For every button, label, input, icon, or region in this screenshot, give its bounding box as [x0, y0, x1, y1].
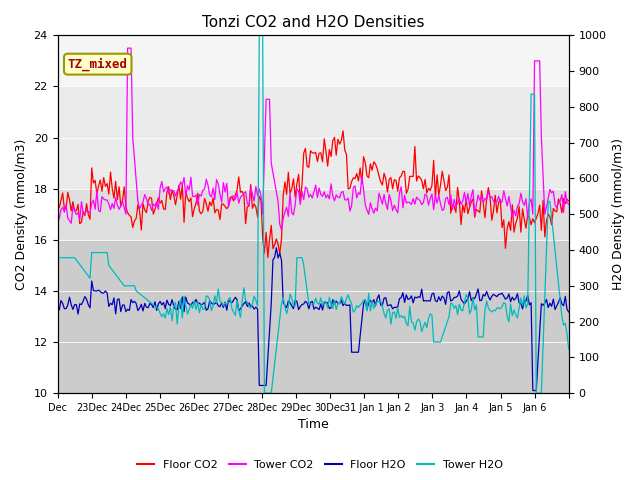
X-axis label: Time: Time	[298, 419, 328, 432]
Bar	[58, 36, 569, 86]
Title: Tonzi CO2 and H2O Densities: Tonzi CO2 and H2O Densities	[202, 15, 424, 30]
Bar	[58, 189, 569, 240]
Bar	[58, 86, 569, 189]
Bar	[58, 240, 569, 393]
Legend: Floor CO2, Tower CO2, Floor H2O, Tower H2O: Floor CO2, Tower CO2, Floor H2O, Tower H…	[133, 456, 507, 474]
Text: TZ_mixed: TZ_mixed	[68, 58, 128, 71]
Y-axis label: H2O Density (mmol/m3): H2O Density (mmol/m3)	[612, 138, 625, 290]
Y-axis label: CO2 Density (mmol/m3): CO2 Density (mmol/m3)	[15, 139, 28, 290]
